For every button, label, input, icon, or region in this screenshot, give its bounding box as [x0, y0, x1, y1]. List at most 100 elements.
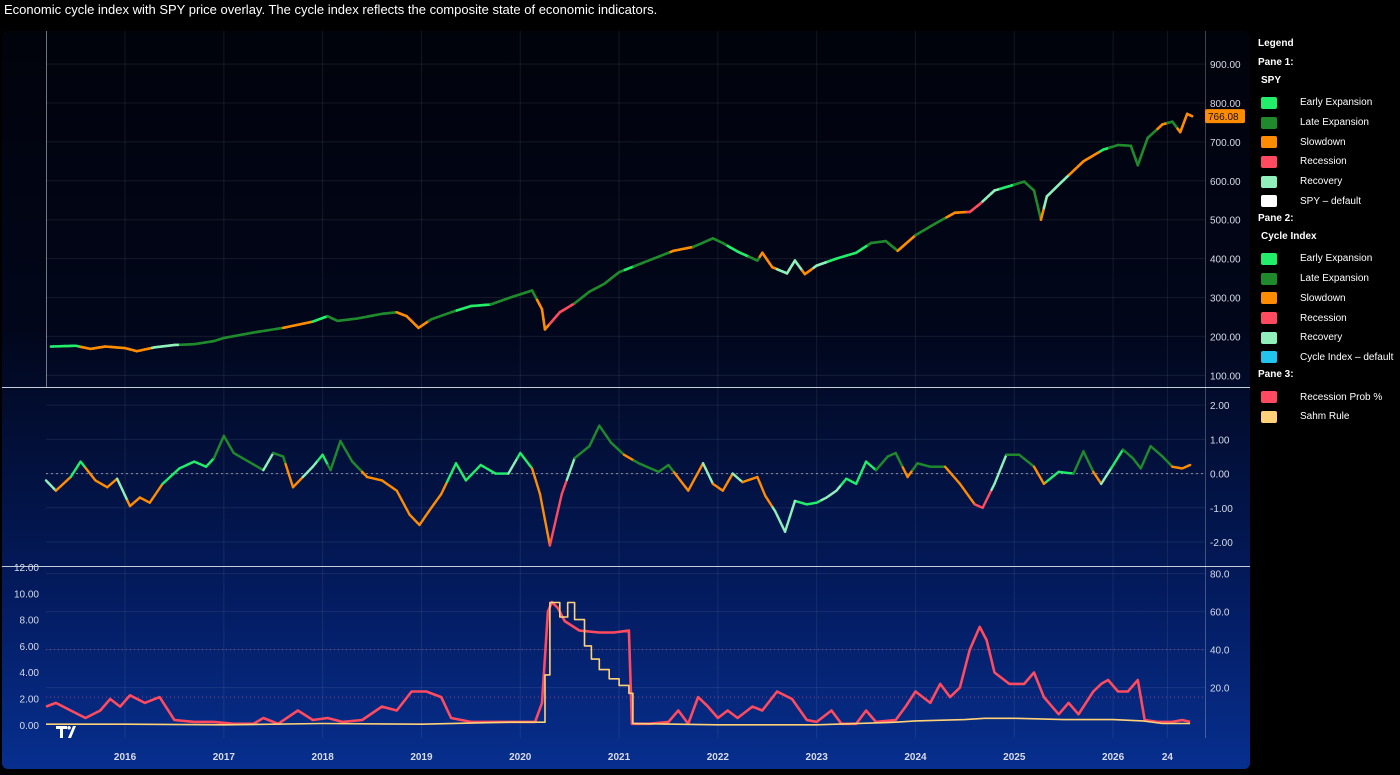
legend-item[interactable]: Cycle Index – default [1258, 348, 1398, 368]
legend-swatch [1261, 252, 1277, 265]
legend-item[interactable]: Slowdown [1258, 132, 1398, 152]
cycle-index-segment [286, 470, 292, 481]
legend-item-label: Recession [1300, 156, 1347, 168]
x-tick-label: 2018 [312, 752, 335, 763]
spy-price-segment [1035, 198, 1040, 212]
legend-item-label: Recovery [1300, 176, 1343, 188]
cycle-y-tick-label: -2.00 [1210, 538, 1233, 549]
spy-y-tick-label: 300.00 [1210, 294, 1241, 305]
spy-price-segment [1042, 195, 1049, 210]
spy-y-tick-label: 800.00 [1210, 99, 1241, 110]
sahm-y-tick-label: 0.00 [20, 721, 40, 732]
cycle-y-tick-label: -1.00 [1210, 504, 1233, 515]
legend-item[interactable]: Early Expansion [1258, 249, 1398, 269]
legend-panel: Legend Pane 1: SPY Early Expansion Late Exp… [1258, 38, 1398, 429]
recession-prob-line [45, 600, 1191, 726]
legend-title: Legend [1258, 38, 1294, 49]
recession-prob-y-tick-label: 80.0 [1210, 570, 1230, 581]
cycle-index-segment [536, 484, 542, 496]
legend-swatch [1261, 410, 1277, 423]
legend-item[interactable]: Late Expansion [1258, 269, 1398, 289]
legend-item[interactable]: Slowdown [1258, 289, 1398, 309]
legend-item-label: Recession [1300, 312, 1347, 324]
cycle-index-segment [558, 492, 563, 506]
sahm-y-tick-label: 12.00 [14, 563, 39, 574]
cycle-index-segment [786, 515, 792, 526]
chart-description: Economic cycle index with SPY price over… [4, 2, 658, 17]
legend-item-label: Early Expansion [1300, 253, 1373, 265]
cycle-index-segment [570, 456, 576, 467]
cycle-index-segment [568, 464, 574, 474]
cycle-y-tick-label: 0.00 [1210, 470, 1230, 481]
legend-series-name: SPY [1261, 75, 1282, 86]
legend-swatch [1261, 136, 1277, 149]
cycle-index-segment [533, 475, 539, 487]
sahm-y-tick-label: 10.00 [14, 589, 39, 600]
cycle-index-segment [565, 471, 571, 481]
legend-item[interactable]: SPY – default [1258, 191, 1398, 211]
cycle-index-segment [783, 522, 789, 533]
cycle-index-segment [329, 461, 335, 472]
legend-item[interactable]: Recovery [1258, 328, 1398, 348]
chart-area[interactable]: 900.00 800.00 700.00 600.00 500.00 400.00 300.… [2, 31, 1250, 769]
cycle-index-segment [541, 505, 547, 521]
x-tick-label: 2017 [213, 752, 236, 763]
x-tick-label: 2016 [114, 752, 137, 763]
spy-y-tick-label: 500.00 [1210, 216, 1241, 227]
legend-swatch [1261, 312, 1277, 325]
legend-swatch [1261, 116, 1277, 129]
x-tick-label: 2023 [806, 752, 829, 763]
cycle-index-segment [331, 454, 337, 465]
x-tick-label: 2019 [410, 752, 433, 763]
legend-swatch [1261, 155, 1277, 168]
cycle-index-segment [548, 533, 554, 547]
tradingview-logo-icon [56, 726, 76, 738]
cycle-index-segment [1186, 463, 1192, 468]
legend-swatch [1261, 292, 1277, 305]
legend-item-label: Late Expansion [1300, 117, 1369, 129]
legend-pane-label: Pane 2: [1258, 213, 1294, 225]
cycle-index-segment [553, 513, 559, 527]
cycle-index-segment [791, 499, 797, 510]
cycle-index-segment [284, 462, 290, 474]
chart-canvas[interactable]: 900.00 800.00 700.00 600.00 500.00 400.00 300.… [2, 31, 1250, 769]
spy-price-segment [1039, 206, 1046, 221]
cycle-index-segment [530, 467, 536, 479]
legend-item-label: Early Expansion [1300, 97, 1373, 109]
cycle-index-segment [543, 518, 549, 534]
recession-prob-y-tick-label: 20.0 [1210, 684, 1230, 695]
cycle-index-segment [281, 455, 287, 466]
x-tick-label: 2021 [608, 752, 631, 763]
legend-item[interactable]: Recession [1258, 308, 1398, 328]
recession-prob-y-tick-label: 40.0 [1210, 646, 1230, 657]
legend-swatch [1261, 331, 1277, 344]
legend-swatch [1261, 195, 1277, 208]
legend-item-label: SPY – default [1300, 195, 1361, 207]
cycle-y-tick-label: 2.00 [1210, 401, 1230, 412]
x-tick-label: 2025 [1003, 752, 1026, 763]
legend-item-label: Cycle Index – default [1300, 351, 1394, 363]
sahm-rule-line [46, 601, 1191, 726]
spy-y-tick-label: 200.00 [1210, 332, 1241, 343]
cycle-index-segment [563, 478, 569, 489]
legend-item-label: Late Expansion [1300, 273, 1369, 285]
legend-item[interactable]: Recovery [1258, 172, 1398, 192]
legend-item-label: Recession Prob % [1300, 391, 1383, 403]
x-tick-label: 24 [1162, 752, 1174, 763]
cycle-y-tick-label: 1.00 [1210, 435, 1230, 446]
sahm-y-tick-label: 6.00 [20, 642, 40, 653]
legend-swatch [1261, 175, 1277, 188]
spy-y-tick-label: 600.00 [1210, 177, 1241, 188]
legend-pane-label: Pane 3: [1258, 369, 1294, 381]
spy-y-tick-label: 100.00 [1210, 371, 1241, 382]
legend-item[interactable]: Early Expansion [1258, 93, 1398, 113]
legend-item[interactable]: Recession [1258, 152, 1398, 172]
x-tick-label: 2022 [707, 752, 730, 763]
legend-swatch [1261, 391, 1277, 404]
legend-swatch [1261, 272, 1277, 285]
legend-item[interactable]: Sahm Rule [1258, 407, 1398, 427]
recession-prob-y-tick-label: 60.0 [1210, 608, 1230, 619]
spy-price-segment [540, 307, 545, 321]
legend-item[interactable]: Late Expansion [1258, 113, 1398, 133]
legend-item[interactable]: Recession Prob % [1258, 387, 1398, 407]
